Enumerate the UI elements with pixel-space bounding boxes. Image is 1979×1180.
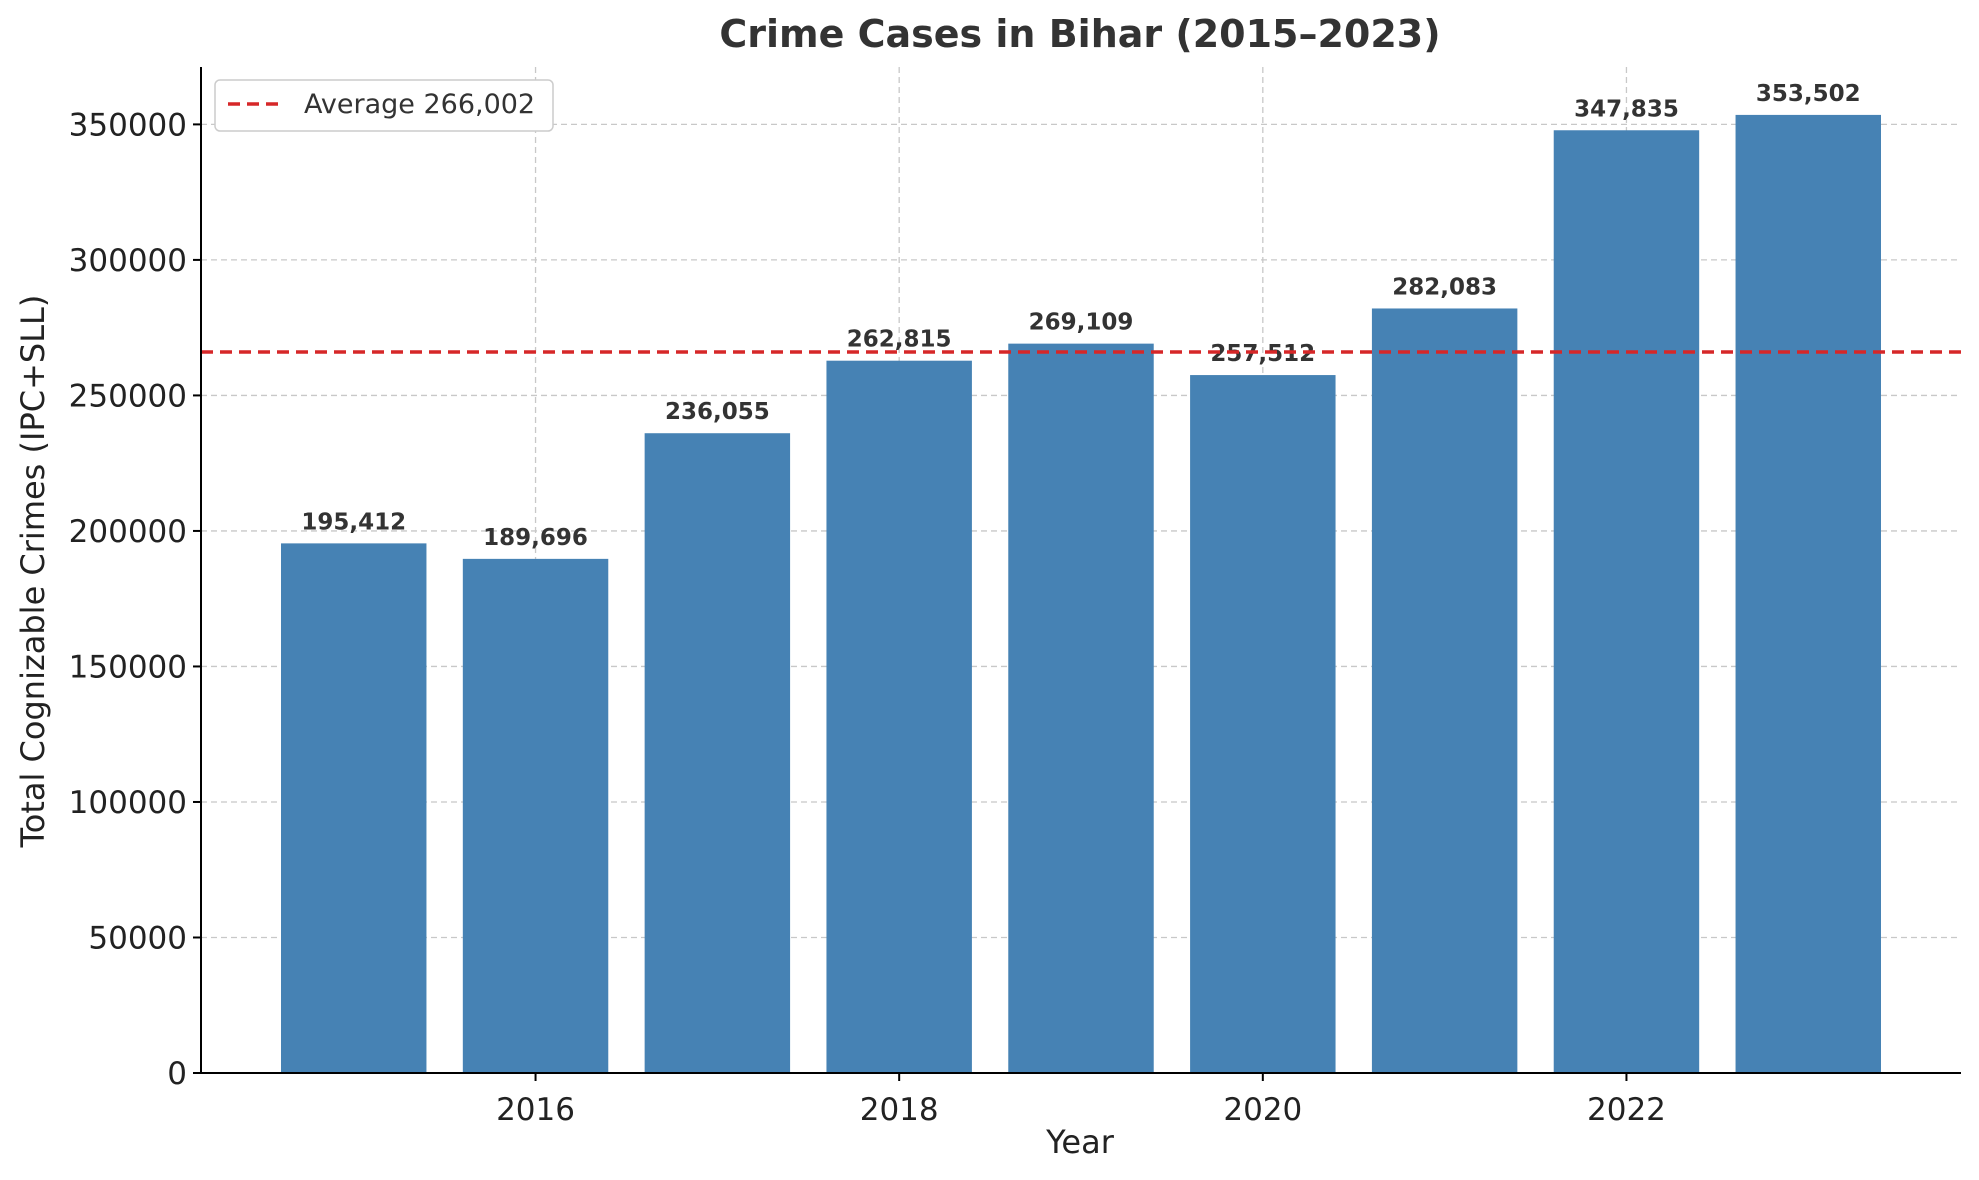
y-axis-label: Total Cognizable Crimes (IPC+SLL) <box>14 295 52 849</box>
x-tick-label-2020: 2020 <box>1223 1092 1302 1128</box>
bar-2020 <box>1190 375 1336 1074</box>
data-label-2020: 257,512 <box>1210 341 1315 367</box>
y-tick-label-350000: 350000 <box>69 107 187 143</box>
y-tick-label-150000: 150000 <box>69 649 187 685</box>
x-tick-label-2016: 2016 <box>496 1092 575 1128</box>
legend-entry-average: Average 266,002 <box>304 89 535 120</box>
data-label-2017: 236,055 <box>665 399 770 425</box>
x-axis-ticks: 2016 2018 2020 2022 <box>496 1073 1666 1128</box>
y-tick-label-100000: 100000 <box>69 785 187 821</box>
bar-2016 <box>462 558 609 1073</box>
axes <box>200 67 1961 1074</box>
chart-title: Crime Cases in Bihar (2015–2023) <box>719 12 1440 56</box>
x-tick-label-2022: 2022 <box>1587 1092 1666 1128</box>
y-axis-ticks: 0 50000 100000 150000 200000 250000 300000 3500… <box>69 107 201 1092</box>
x-axis-label: Year <box>1045 1123 1115 1161</box>
legend: Average 266,002 <box>214 79 554 132</box>
y-tick-label-200000: 200000 <box>69 514 187 550</box>
bar-2023 <box>1735 114 1881 1074</box>
data-label-2021: 282,083 <box>1392 274 1497 300</box>
bar-2022 <box>1553 130 1700 1073</box>
legend-box <box>214 79 554 132</box>
data-label-2019: 269,109 <box>1029 310 1134 336</box>
y-tick-label-300000: 300000 <box>69 243 187 279</box>
data-label-2015: 195,412 <box>301 509 406 535</box>
data-label-2016: 189,696 <box>483 525 588 551</box>
y-tick-label-50000: 50000 <box>88 920 187 956</box>
bar-2017 <box>644 433 791 1073</box>
data-labels: 195,412 189,696 236,055 262,815 269,109 257,5… <box>301 81 1860 551</box>
data-label-2022: 347,835 <box>1574 96 1679 122</box>
bar-2019 <box>1008 343 1154 1073</box>
y-tick-label-0: 0 <box>167 1056 187 1092</box>
bars <box>281 114 1881 1074</box>
y-tick-label-250000: 250000 <box>69 378 187 414</box>
bar-2018 <box>826 360 972 1073</box>
data-label-2018: 262,815 <box>847 327 952 353</box>
bar-2015 <box>281 543 427 1073</box>
data-label-2023: 353,502 <box>1756 81 1861 107</box>
bar-2021 <box>1371 308 1518 1074</box>
x-tick-label-2018: 2018 <box>860 1092 939 1128</box>
